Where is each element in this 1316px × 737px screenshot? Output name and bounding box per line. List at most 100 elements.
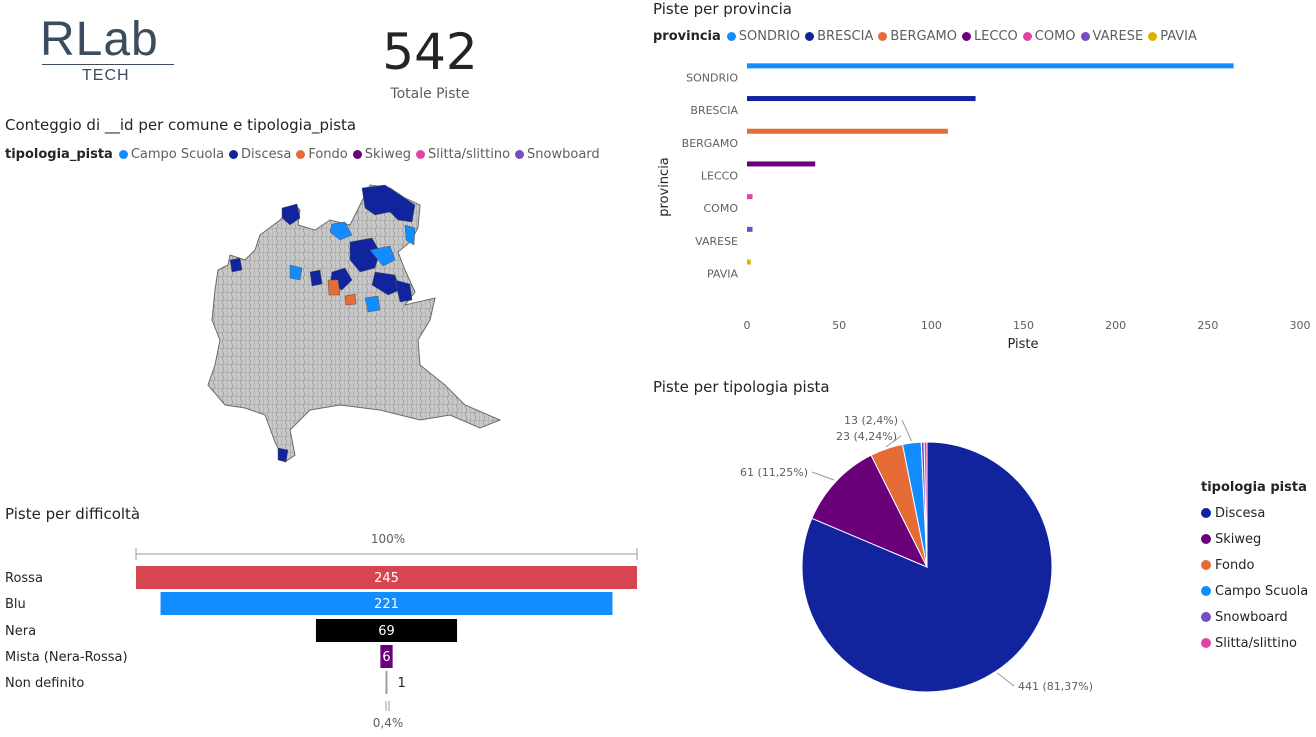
province-bar-chart: SONDRIO BRESCIA BERGAMO LECCO COMO VARESE PAVI… <box>657 63 1311 352</box>
province-legend-item-lecco[interactable]: LECCO <box>961 29 1018 44</box>
legend-dot-icon <box>416 150 426 159</box>
province-x-tick-label: 300 <box>1290 319 1311 332</box>
logo: RLab TECH <box>40 14 180 88</box>
lombardy-map-svg <box>207 184 502 463</box>
legend-dot-icon <box>878 32 888 41</box>
legend-dot-icon <box>1201 534 1211 544</box>
logo-sub-text: TECH <box>82 67 130 84</box>
pie-legend-item-discesa[interactable]: Discesa <box>1201 500 1308 526</box>
legend-dot-icon <box>229 150 239 159</box>
legend-dot-icon <box>1201 586 1211 596</box>
province-x-tick-label: 100 <box>921 319 942 332</box>
pie-legend-item-fondo[interactable]: Fondo <box>1201 552 1308 578</box>
funnel-bar-rossa[interactable] <box>136 566 637 589</box>
legend-dot-icon <box>1201 560 1211 570</box>
map-legend-item-skiweg[interactable]: Skiweg <box>352 147 411 162</box>
map-legend-label: Snowboard <box>527 147 600 162</box>
pie-data-label: 13 (2,4%) <box>844 414 898 427</box>
province-legend-item-sondrio[interactable]: SONDRIO <box>726 29 801 44</box>
pie-legend-item-slitta-slittino[interactable]: Slitta/slittino <box>1201 630 1308 656</box>
pie-legend: tipologia pista Discesa Skiweg Fondo Campo … <box>1201 480 1308 656</box>
map-legend-label: Fondo <box>308 147 348 162</box>
pie-legend-item-campo-scuola[interactable]: Campo Scuola <box>1201 578 1308 604</box>
funnel-category-label: Rossa <box>5 571 43 586</box>
pie-leader-line <box>811 471 835 481</box>
province-bar-lecco[interactable] <box>747 161 816 167</box>
province-bar-brescia[interactable] <box>747 96 976 102</box>
legend-dot-icon <box>515 150 525 159</box>
pie-legend-label: Campo Scuola <box>1215 583 1309 599</box>
kpi-label: Totale Piste <box>390 86 470 102</box>
province-legend-label: SONDRIO <box>738 29 801 44</box>
map-legend-item-fondo[interactable]: Fondo <box>296 147 348 162</box>
province-bar-bergamo[interactable] <box>747 128 948 134</box>
province-legend-item-brescia[interactable]: BRESCIA <box>805 29 873 44</box>
province-y-tick-label: COMO <box>704 202 739 215</box>
funnel-value-label: 1 <box>398 676 406 691</box>
pie-leader-line <box>996 672 1015 687</box>
funnel-top-label: 100% <box>371 532 405 546</box>
pie-legend-label: Discesa <box>1215 505 1266 521</box>
legend-dot-icon <box>1201 508 1211 518</box>
pie-slice-skiweg[interactable] <box>811 454 929 568</box>
map-legend-item-discesa[interactable]: Discesa <box>229 147 291 162</box>
lombardy-map[interactable] <box>200 180 510 470</box>
map-legend-item-snowboard[interactable]: Snowboard <box>515 147 600 162</box>
map-legend-label: Slitta/slittino <box>428 147 511 162</box>
province-y-tick-label: SONDRIO <box>686 71 738 84</box>
province-legend-item-pavia[interactable]: PAVIA <box>1148 29 1197 44</box>
province-legend-item-como[interactable]: COMO <box>1022 29 1076 44</box>
funnel-category-label: Non definito <box>5 676 84 691</box>
funnel-bar-mista-nera-rossa[interactable] <box>380 645 393 668</box>
map-legend: tipologia_pista Campo Scuola Discesa Fondo… <box>5 147 605 162</box>
legend-dot-icon <box>961 32 971 41</box>
funnel-value-label: 6 <box>382 650 390 665</box>
province-legend-label: BRESCIA <box>817 29 874 44</box>
funnel-category-label: Nera <box>5 624 36 639</box>
pie-legend-label: Fondo <box>1215 557 1255 573</box>
province-y-axis-title: provincia <box>657 157 672 217</box>
map-legend-label: Campo Scuola <box>130 147 225 162</box>
pie-title: Piste per tipologia pista <box>653 378 830 396</box>
province-x-axis-title: Piste <box>1007 337 1038 352</box>
logo-main-text: RLab <box>40 13 159 66</box>
kpi-card: 542 Totale Piste <box>330 22 530 112</box>
province-x-tick-label: 150 <box>1013 319 1034 332</box>
legend-dot-icon <box>1201 638 1211 648</box>
province-legend-item-bergamo[interactable]: BERGAMO <box>878 29 957 44</box>
funnel-value-label: 69 <box>378 624 395 639</box>
province-bar-pavia[interactable] <box>747 259 751 265</box>
pie-legend-title: tipologia pista <box>1201 480 1307 495</box>
funnel-bar-non-definito[interactable] <box>385 671 388 694</box>
legend-dot-icon <box>1080 32 1090 41</box>
pie-slice-slitta-slittino[interactable] <box>923 441 928 568</box>
funnel-title: Piste per difficoltà <box>5 505 141 523</box>
province-y-tick-label: PAVIA <box>707 268 739 281</box>
legend-dot-icon <box>296 150 306 159</box>
map-highlighted-comuni <box>229 184 416 463</box>
map-legend-item-slitta-slittino[interactable]: Slitta/slittino <box>416 147 510 162</box>
legend-dot-icon <box>1201 612 1211 622</box>
funnel-value-label: 221 <box>374 597 399 612</box>
province-legend-label: PAVIA <box>1160 29 1197 44</box>
funnel-bottom-label: 0,4% <box>373 716 404 730</box>
pie-legend-label: Slitta/slittino <box>1215 635 1298 651</box>
pie-chart: 441 (81,37%) 61 (11,25%) 23 (4,24%) 13 (2,4… <box>740 414 1093 693</box>
province-title: Piste per provincia <box>653 0 792 18</box>
map-legend-item-campo-scuola[interactable]: Campo Scuola <box>118 147 225 162</box>
pie-legend-label: Skiweg <box>1215 531 1262 547</box>
province-bar-como[interactable] <box>747 194 753 200</box>
funnel-bar-blu[interactable] <box>160 592 613 615</box>
pie-legend-item-skiweg[interactable]: Skiweg <box>1201 526 1308 552</box>
funnel-top-bracket <box>135 548 638 560</box>
province-legend-item-varese[interactable]: VARESE <box>1080 29 1143 44</box>
map-legend-label: Discesa <box>241 147 292 162</box>
province-x-tick-label: 200 <box>1105 319 1126 332</box>
province-bar-sondrio[interactable] <box>747 63 1234 69</box>
funnel-value-label: 245 <box>374 571 399 586</box>
province-x-tick-label: 0 <box>744 319 751 332</box>
funnel-bar-nera[interactable] <box>315 619 458 642</box>
province-bar-varese[interactable] <box>747 226 753 232</box>
pie-data-label: 61 (11,25%) <box>740 466 808 479</box>
pie-legend-item-snowboard[interactable]: Snowboard <box>1201 604 1308 630</box>
